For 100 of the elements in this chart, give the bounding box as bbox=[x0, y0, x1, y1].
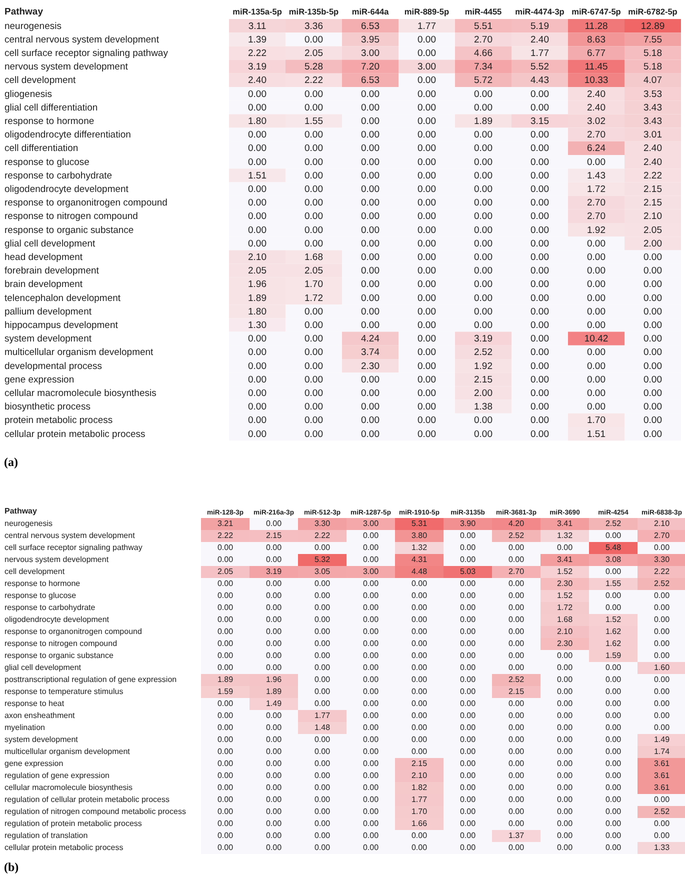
data-label: 0.00 bbox=[266, 519, 282, 528]
data-label: 0.00 bbox=[314, 687, 331, 696]
data-label: 0.00 bbox=[361, 156, 380, 168]
data-label: 3.19 bbox=[266, 567, 282, 576]
y-tick-label: developmental process bbox=[4, 360, 102, 372]
y-axis-title: Pathway bbox=[4, 506, 38, 516]
data-label: 0.00 bbox=[304, 428, 323, 440]
data-label: 0.00 bbox=[654, 591, 670, 600]
data-label: 0.00 bbox=[556, 771, 574, 780]
data-label: 0.00 bbox=[266, 591, 282, 600]
data-label: 3.00 bbox=[418, 62, 436, 73]
data-label: 0.00 bbox=[460, 795, 476, 804]
data-label: 0.00 bbox=[605, 687, 622, 696]
data-label: 0.00 bbox=[266, 711, 282, 720]
data-label: 1.96 bbox=[248, 279, 266, 290]
data-label: 0.00 bbox=[314, 795, 331, 804]
data-label: 2.10 bbox=[556, 627, 574, 636]
data-label: 2.00 bbox=[644, 238, 662, 250]
data-label: 0.00 bbox=[266, 843, 282, 852]
data-label: 0.00 bbox=[530, 170, 549, 182]
y-tick-label: neurogenesis bbox=[4, 519, 53, 528]
y-tick-label: regulation of translation bbox=[4, 831, 88, 840]
data-label: 0.00 bbox=[248, 238, 266, 250]
data-label: 0.00 bbox=[474, 143, 492, 154]
data-label: 3.08 bbox=[605, 555, 622, 564]
data-label: 0.00 bbox=[605, 675, 622, 684]
data-label: 0.00 bbox=[217, 543, 234, 552]
data-label: 0.00 bbox=[304, 130, 323, 141]
y-tick-label: regulation of protein metabolic process bbox=[4, 819, 142, 828]
data-label: 0.00 bbox=[248, 198, 266, 209]
data-label: 0.00 bbox=[587, 360, 606, 372]
y-tick-label: cell development bbox=[4, 567, 66, 576]
data-label: 0.00 bbox=[530, 347, 549, 358]
data-label: 3.00 bbox=[361, 48, 380, 59]
data-label: 0.00 bbox=[314, 747, 331, 756]
data-label: 4.31 bbox=[411, 555, 428, 564]
data-label: 0.00 bbox=[314, 603, 331, 612]
data-label: 1.49 bbox=[266, 699, 282, 708]
data-label: 2.00 bbox=[474, 388, 492, 399]
data-label: 3.02 bbox=[587, 116, 606, 127]
data-label: 0.00 bbox=[508, 783, 525, 792]
y-tick-label: response to glucose bbox=[4, 591, 77, 600]
data-label: 4.20 bbox=[508, 519, 525, 528]
data-label: 2.70 bbox=[654, 531, 670, 540]
data-label: 0.00 bbox=[304, 306, 323, 318]
data-label: 1.68 bbox=[304, 252, 323, 263]
data-label: 0.00 bbox=[314, 627, 331, 636]
data-label: 7.55 bbox=[644, 34, 662, 46]
data-label: 0.00 bbox=[530, 334, 549, 345]
data-label: 0.00 bbox=[530, 224, 549, 236]
data-label: 0.00 bbox=[314, 699, 331, 708]
data-label: 0.00 bbox=[217, 651, 234, 660]
data-label: 0.00 bbox=[217, 579, 234, 588]
data-label: 0.00 bbox=[362, 627, 380, 636]
data-label: 5.48 bbox=[605, 543, 622, 552]
data-label: 2.52 bbox=[508, 531, 525, 540]
data-label: 0.00 bbox=[418, 347, 436, 358]
data-label: 0.00 bbox=[248, 211, 266, 222]
data-label: 0.00 bbox=[361, 415, 380, 426]
data-label: 0.00 bbox=[217, 663, 234, 672]
data-label: 0.00 bbox=[474, 266, 492, 277]
data-label: 12.89 bbox=[640, 20, 665, 32]
data-label: 0.00 bbox=[530, 415, 549, 426]
data-label: 0.00 bbox=[530, 428, 549, 440]
data-label: 2.40 bbox=[644, 156, 662, 168]
data-label: 1.49 bbox=[654, 735, 670, 744]
y-tick-label: response to hormone bbox=[4, 579, 81, 588]
data-label: 6.53 bbox=[361, 75, 380, 86]
data-label: 1.72 bbox=[587, 184, 606, 195]
data-label: 0.00 bbox=[248, 102, 266, 114]
data-label: 0.00 bbox=[361, 252, 380, 263]
data-label: 0.00 bbox=[217, 747, 234, 756]
data-label: 0.00 bbox=[418, 198, 436, 209]
data-label: 0.00 bbox=[460, 747, 476, 756]
data-label: 0.00 bbox=[556, 819, 574, 828]
data-label: 0.00 bbox=[556, 735, 574, 744]
data-label: 0.00 bbox=[362, 831, 380, 840]
data-label: 2.15 bbox=[266, 531, 282, 540]
data-label: 2.22 bbox=[314, 531, 331, 540]
data-label: 0.00 bbox=[304, 238, 323, 250]
data-label: 0.00 bbox=[361, 374, 380, 386]
data-label: 0.00 bbox=[418, 266, 436, 277]
data-label: 4.66 bbox=[474, 48, 492, 59]
data-label: 0.00 bbox=[508, 771, 525, 780]
data-label: 11.45 bbox=[584, 62, 608, 73]
data-label: 0.00 bbox=[460, 579, 476, 588]
x-tick-label: miR-135b-5p bbox=[288, 6, 339, 16]
data-label: 0.00 bbox=[304, 388, 323, 399]
y-tick-label: cellular protein metabolic process bbox=[4, 428, 146, 440]
data-label: 0.00 bbox=[304, 347, 323, 358]
data-label: 2.05 bbox=[644, 224, 662, 236]
data-label: 2.52 bbox=[654, 807, 670, 816]
data-label: 0.00 bbox=[418, 360, 436, 372]
data-label: 0.00 bbox=[654, 795, 670, 804]
data-label: 0.00 bbox=[362, 747, 380, 756]
data-label: 0.00 bbox=[248, 184, 266, 195]
data-label: 0.00 bbox=[304, 224, 323, 236]
data-label: 5.51 bbox=[474, 20, 492, 32]
data-label: 0.00 bbox=[411, 651, 428, 660]
data-label: 0.00 bbox=[556, 651, 574, 660]
